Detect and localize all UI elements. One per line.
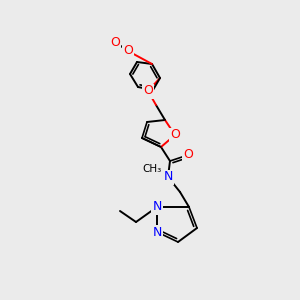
- Text: O: O: [110, 35, 120, 49]
- Text: O: O: [143, 85, 153, 98]
- Text: O: O: [170, 128, 180, 142]
- Text: O: O: [123, 44, 133, 58]
- Text: N: N: [152, 200, 162, 214]
- Text: N: N: [163, 170, 173, 184]
- Text: O: O: [183, 148, 193, 161]
- Text: CH₃: CH₃: [142, 164, 162, 174]
- Text: N: N: [152, 226, 162, 238]
